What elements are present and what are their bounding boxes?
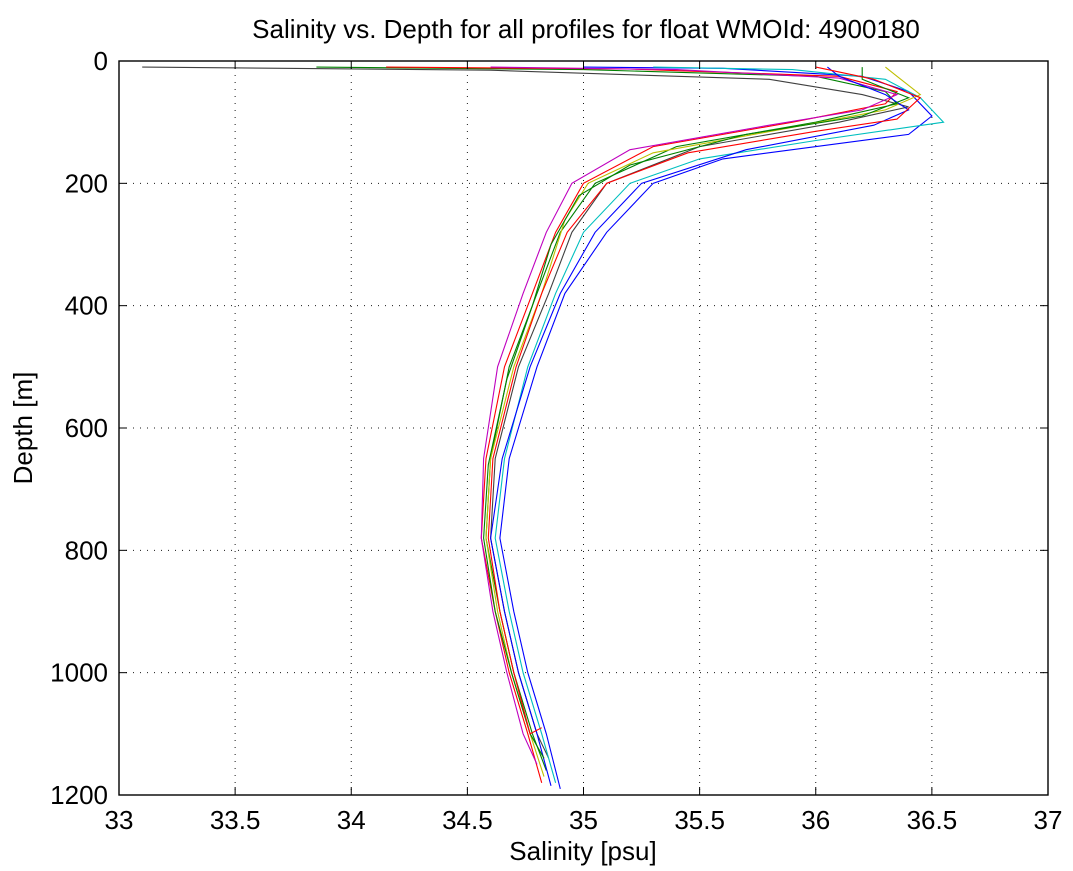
x-tick-label: 37 [1034,805,1063,835]
tick-layer [118,60,1049,796]
profile-line-3 [386,66,899,783]
series-layer [142,66,945,790]
y-tick-label: 600 [65,413,108,443]
profile-line-6 [480,66,899,765]
y-tick-label: 200 [65,168,108,198]
profile-line-10 [487,66,922,735]
grid-layer [119,61,1048,795]
x-tick-label: 33 [105,805,134,835]
x-tick-label: 33.5 [210,805,261,835]
y-tick-label: 1000 [50,658,108,688]
y-tick-label: 400 [65,291,108,321]
x-tick-label: 35 [569,805,598,835]
x-tick-label: 34 [337,805,366,835]
y-tick-label: 800 [65,535,108,565]
profile-line-9 [483,67,911,759]
y-axis-label: Depth [m] [8,372,38,485]
chart-title: Salinity vs. Depth for all profiles for … [252,14,920,44]
profile-line-5 [494,66,945,783]
y-tick-label: 0 [94,46,108,76]
profile-line-7 [485,66,922,777]
x-tick-label: 35.5 [674,805,725,835]
x-tick-label: 36 [801,805,830,835]
x-axis-label: Salinity [psu] [509,836,656,866]
x-tick-label: 36.5 [907,805,958,835]
x-tick-label: 34.5 [442,805,493,835]
y-tick-label: 1200 [50,780,108,810]
tick-label-layer: 33 33.5 34 34.5 35 35.5 36 36.5 37 0 200 400 600 800 1… [50,46,1062,835]
